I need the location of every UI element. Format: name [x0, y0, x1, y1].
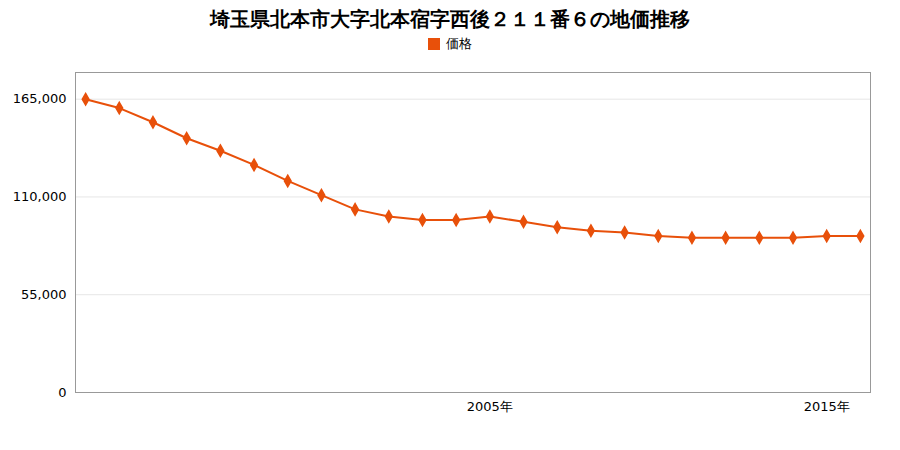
- html-text:埼玉県北本市大字北本宿字西後２１１番６の地価推移: 埼玉県北本市大字北本宿字西後２１１番６の地価推移: [210, 7, 690, 31]
- svg-text:110,000: 110,000: [13, 189, 67, 204]
- svg-text:0: 0: [58, 385, 66, 400]
- html-text:価格: 価格: [446, 36, 472, 51]
- svg-text:55,000: 55,000: [21, 287, 67, 302]
- svg-text:2015年: 2015年: [804, 399, 850, 414]
- svg-text:165,000: 165,000: [13, 91, 67, 106]
- svg-text:2005年: 2005年: [467, 399, 513, 414]
